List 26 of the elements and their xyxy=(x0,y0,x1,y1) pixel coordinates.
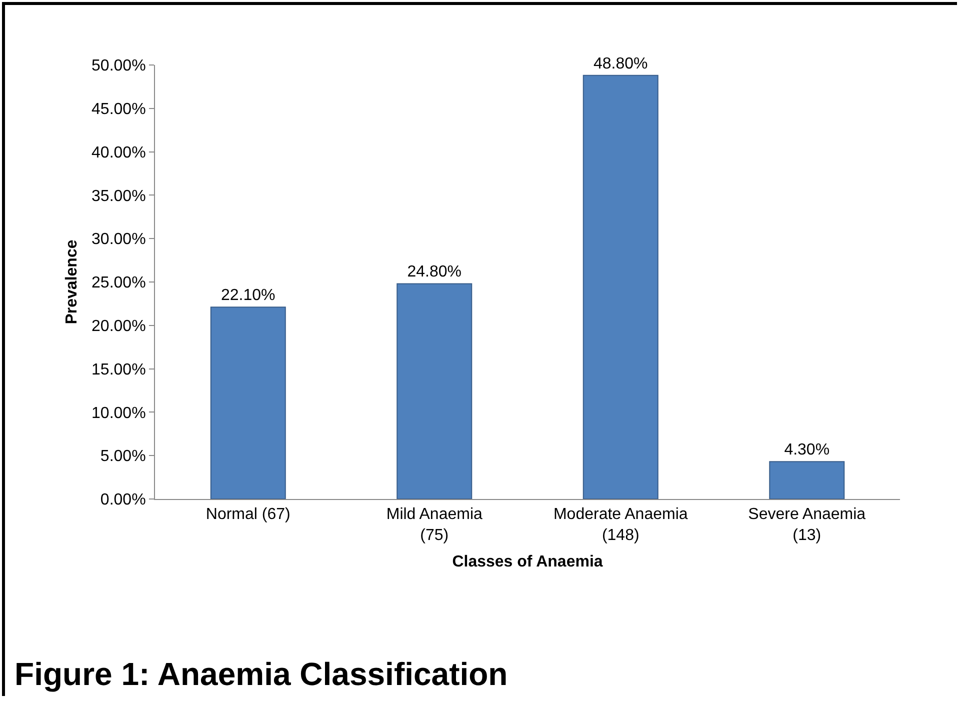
x-tick-label: Severe Anaemia (13) xyxy=(748,506,866,544)
y-tick-label: 35.00% xyxy=(92,188,146,205)
text: Figure 1: Anaemia Classification xyxy=(14,656,508,692)
x-tick-label: Mild Anaemia (75) xyxy=(386,506,483,544)
bar xyxy=(396,283,472,499)
y-tick-label: 45.00% xyxy=(92,101,146,118)
y-tick-label: 30.00% xyxy=(92,231,146,248)
data-label: 4.30% xyxy=(784,442,830,459)
y-tick-label: 0.00% xyxy=(100,492,146,509)
data-label: 24.80% xyxy=(407,264,462,281)
data-label: 22.10% xyxy=(220,287,276,304)
bar xyxy=(582,74,658,499)
bar xyxy=(210,306,286,499)
x-tick-label: Moderate Anaemia (148) xyxy=(553,506,688,544)
x-axis-title: Classes of Anaemia xyxy=(452,554,603,571)
y-tick-label: 50.00% xyxy=(92,58,146,75)
y-axis-title: Prevalence xyxy=(63,240,80,324)
bar xyxy=(769,461,845,499)
y-tick-label: 20.00% xyxy=(92,318,146,335)
y-tick-label: 5.00% xyxy=(100,448,146,466)
y-tick-label: 25.00% xyxy=(92,274,146,292)
y-tick-label: 15.00% xyxy=(92,361,146,378)
data-label: 48.80% xyxy=(593,55,648,72)
y-tick-label: 10.00% xyxy=(92,404,146,422)
y-tick-label: 40.00% xyxy=(92,144,146,162)
x-tick-label: Normal (67) xyxy=(206,506,290,524)
